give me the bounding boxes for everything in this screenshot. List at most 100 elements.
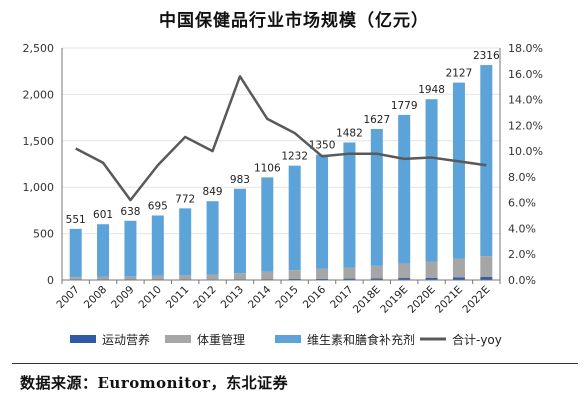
- bar-total-label: 2316: [473, 50, 500, 62]
- bar-vitamins-supplements: [261, 177, 274, 272]
- bar-total-label: 1779: [391, 100, 418, 112]
- bar-vitamins-supplements: [233, 188, 246, 274]
- bar-vitamins-supplements: [206, 201, 219, 275]
- y-left-tick-label: 0: [47, 274, 54, 287]
- bar-weight-management: [425, 261, 438, 278]
- bar-vitamins-supplements: [370, 129, 383, 266]
- bar-weight-management: [261, 271, 274, 280]
- footer-divider: [12, 363, 578, 364]
- bar-total-label: 849: [203, 186, 223, 198]
- y-right-tick-label: 6.0%: [508, 197, 536, 210]
- bar-total-label: 695: [148, 201, 168, 213]
- legend-swatch-sports-nutrition: [70, 335, 96, 343]
- bar-weight-management: [206, 274, 219, 280]
- bar-total-label: 2127: [446, 68, 473, 80]
- bar-sports-nutrition: [452, 277, 465, 280]
- bar-weight-management: [69, 277, 82, 280]
- x-tick-label: 2020E: [406, 284, 438, 316]
- bar-total-label: 1106: [254, 162, 281, 174]
- bar-weight-management: [452, 258, 465, 278]
- bar-weight-management: [288, 270, 301, 279]
- y-left-tick-label: 1,500: [23, 135, 55, 148]
- y-left-tick-label: 2,000: [23, 88, 55, 101]
- bar-total-label: 1232: [281, 151, 308, 163]
- y-right-tick-label: 18.0%: [508, 42, 543, 55]
- bar-weight-management: [151, 275, 164, 280]
- legend-label-vitamins-supplements: 维生素和膳食补充剂: [307, 332, 415, 347]
- bar-weight-management: [233, 273, 246, 280]
- legend-label-sports-nutrition: 运动营养: [102, 332, 150, 347]
- bar-total-label: 551: [66, 214, 86, 226]
- x-tick-label: 2009: [109, 284, 136, 311]
- bar-weight-management: [179, 275, 192, 280]
- y-left-tick-label: 2,500: [23, 42, 55, 55]
- x-tick-label: 2008: [82, 284, 109, 311]
- y-right-tick-label: 16.0%: [508, 68, 543, 81]
- chart-title: 中国保健品行业市场规模（亿元）: [159, 11, 429, 31]
- bar-weight-management: [398, 263, 411, 279]
- bar-weight-management: [124, 276, 137, 280]
- x-tick-label: 2019E: [378, 284, 410, 316]
- y-right-tick-label: 12.0%: [508, 119, 543, 132]
- legend-swatch-weight-management: [165, 335, 191, 343]
- y-right-tick-label: 2.0%: [508, 248, 536, 261]
- bar-vitamins-supplements: [97, 224, 110, 277]
- bar-vitamins-supplements: [69, 228, 82, 278]
- bar-total-label: 772: [175, 193, 195, 205]
- y-left-tick-label: 500: [33, 228, 54, 241]
- bar-weight-management: [97, 276, 110, 280]
- x-tick-label: 2015: [273, 284, 300, 311]
- x-tick-label: 2014: [246, 283, 274, 311]
- y-left-tick-label: 1,000: [23, 181, 55, 194]
- bar-total-label: 1627: [363, 114, 390, 126]
- source-note: 数据来源：Euromonitor，东北证券: [20, 374, 289, 392]
- bar-sports-nutrition: [480, 277, 493, 280]
- bar-weight-management: [343, 267, 356, 279]
- bar-weight-management: [316, 268, 329, 279]
- y-right-tick-label: 8.0%: [508, 171, 536, 184]
- y-right-tick-label: 14.0%: [508, 94, 543, 107]
- bar-vitamins-supplements: [343, 142, 356, 268]
- bar-total-label: 1350: [309, 140, 336, 152]
- bar-sports-nutrition: [343, 278, 356, 280]
- bar-vitamins-supplements: [288, 165, 301, 271]
- x-tick-label: 2007: [54, 284, 81, 311]
- y-right-tick-label: 4.0%: [508, 222, 536, 235]
- bar-weight-management: [480, 256, 493, 278]
- bar-total-label: 1948: [418, 84, 445, 96]
- x-tick-label: 2018E: [351, 284, 383, 316]
- bar-vitamins-supplements: [452, 82, 465, 259]
- bar-vitamins-supplements: [151, 215, 164, 276]
- bar-weight-management: [370, 265, 383, 279]
- chart-plot: 0 500 1,000 1,500 2,000 2,500 0.0% 2.0% 4.0% 6.0%…: [23, 42, 543, 347]
- yoy-line: [75, 75, 487, 202]
- bar-vitamins-supplements: [124, 220, 137, 277]
- bar-sports-nutrition: [398, 278, 411, 280]
- bar-total-label: 1482: [336, 127, 363, 139]
- bar-vitamins-supplements: [425, 99, 438, 262]
- bar-vitamins-supplements: [398, 114, 411, 264]
- bar-sports-nutrition: [370, 278, 383, 280]
- bar-total-label: 601: [93, 209, 113, 221]
- bar-sports-nutrition: [316, 278, 329, 280]
- legend-swatch-vitamins-supplements: [275, 335, 301, 343]
- x-tick-label: 2013: [219, 284, 246, 311]
- bar-vitamins-supplements: [316, 154, 329, 269]
- x-tick-label: 2021E: [433, 284, 465, 316]
- bar-total-label: 638: [120, 206, 140, 218]
- bar-vitamins-supplements: [480, 65, 493, 257]
- bar-total-label: 983: [230, 174, 250, 186]
- x-tick-label: 2010: [137, 284, 164, 311]
- legend-label-yoy: 合计-yoy: [452, 332, 502, 347]
- bar-sports-nutrition: [288, 278, 301, 280]
- x-tick-label: 2012: [191, 284, 218, 311]
- bar-vitamins-supplements: [179, 208, 192, 276]
- x-tick-label: 2022E: [460, 284, 492, 316]
- x-tick-label: 2016: [301, 283, 329, 311]
- x-tick-label: 2011: [164, 284, 191, 311]
- y-right-tick-label: 10.0%: [508, 145, 543, 158]
- y-right-tick-label: 0.0%: [508, 274, 536, 287]
- bar-sports-nutrition: [425, 277, 438, 280]
- legend-label-weight-management: 体重管理: [197, 332, 245, 347]
